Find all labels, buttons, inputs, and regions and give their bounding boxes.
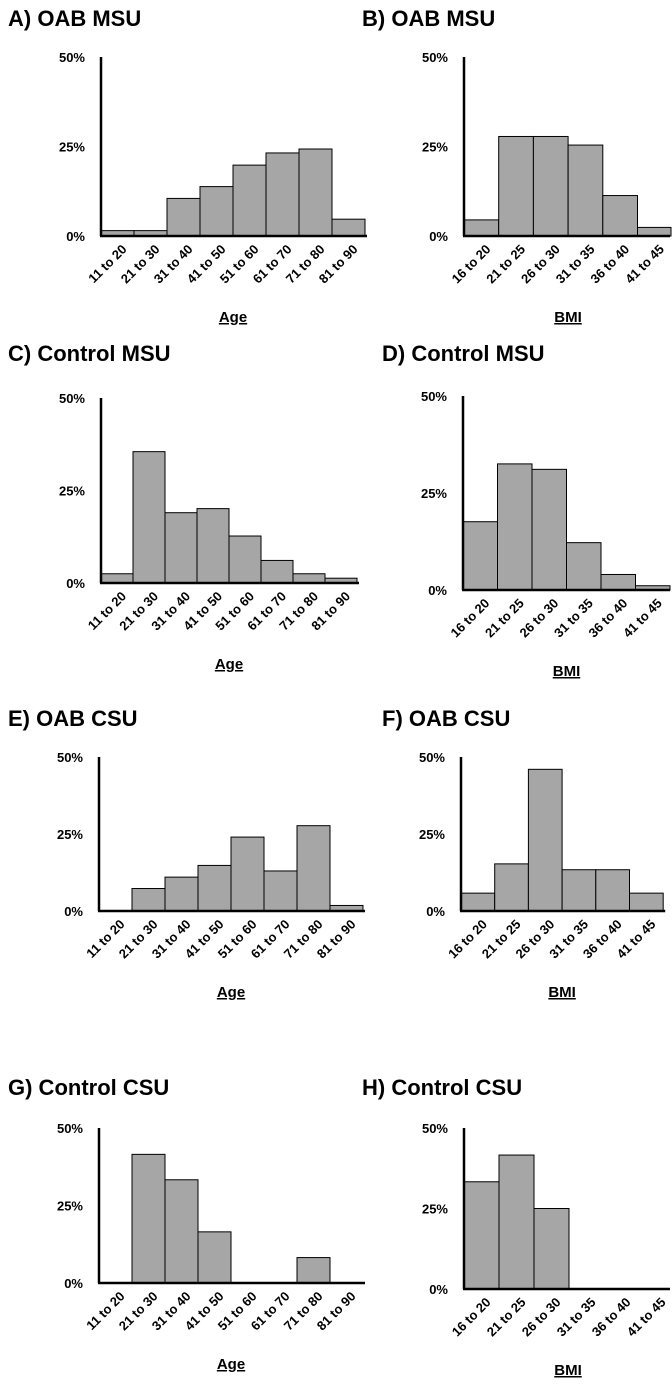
y-tick-4-2: 50% [57,750,83,765]
bar-1-2 [532,135,569,237]
bar-7-1 [498,1154,535,1290]
bar-1-3 [567,144,604,237]
x-axis-label-1: BMI [554,309,582,326]
y-tick-1-0: 0% [429,229,448,244]
y-tick-2-0: 0% [66,576,85,591]
bar-5-0 [460,892,496,912]
bar-0-3 [199,186,234,237]
bar-3-4 [600,573,636,591]
bar-5-3 [561,869,597,912]
y-tick-6-2: 50% [57,1121,83,1136]
bar-2-0 [100,573,134,584]
x-axis-label-7: BMI [554,1362,582,1379]
bar-4-3 [197,864,232,912]
bar-6-3 [197,1231,232,1284]
bar-1-1 [498,135,534,237]
y-tick-5-1: 25% [419,827,445,842]
panel-title-5: F) OAB CSU [382,706,510,731]
bar-5-4 [595,869,630,912]
bar-0-7 [331,218,366,237]
y-tick-7-1: 25% [422,1202,448,1217]
y-tick-1-1: 25% [422,140,448,155]
bar-3-0 [462,521,498,591]
bar-5-5 [629,892,664,912]
bar-2-6 [292,573,326,584]
x-axis-label-0: Age [219,309,247,326]
bar-4-4 [230,836,265,912]
y-tick-4-0: 0% [64,904,83,919]
bar-7-0 [463,1181,500,1290]
x-axis-label-2: Age [215,656,243,673]
bar-1-5 [637,226,672,237]
x-axis-label-6: Age [217,1356,245,1373]
panel-title-4: E) OAB CSU [8,706,138,731]
bar-6-1 [131,1153,166,1284]
y-tick-5-0: 0% [426,904,445,919]
y-tick-3-1: 25% [421,486,447,501]
bar-5-1 [494,863,529,912]
y-tick-0-1: 25% [59,140,85,155]
x-axis-label-3: BMI [553,663,581,680]
panel-title-2: C) Control MSU [8,341,171,366]
bar-2-4 [228,535,262,584]
y-tick-3-0: 0% [428,583,447,598]
y-tick-7-2: 50% [422,1121,448,1136]
bar-1-4 [602,195,638,237]
y-tick-0-2: 50% [59,50,85,65]
y-tick-4-1: 25% [57,827,83,842]
y-tick-3-2: 50% [421,389,447,404]
x-tick-3-5: 41 to 45 [620,596,665,641]
y-tick-6-1: 25% [57,1199,83,1214]
y-tick-2-2: 50% [59,391,85,406]
bar-2-3 [196,508,230,584]
bar-4-5 [263,870,298,912]
bar-3-1 [497,463,533,591]
bar-2-2 [164,512,198,584]
bar-4-2 [164,876,199,912]
bar-0-6 [298,148,333,237]
y-tick-5-2: 50% [419,750,445,765]
bar-0-4 [232,164,267,237]
panel-title-7: H) Control CSU [362,1075,522,1100]
bar-6-2 [164,1179,199,1284]
bar-2-5 [260,559,294,584]
y-tick-2-1: 25% [59,484,85,499]
x-axis-label-4: Age [217,984,245,1001]
bar-4-6 [296,825,331,912]
x-tick-1-5: 41 to 45 [622,242,667,287]
bar-3-3 [566,542,602,591]
y-tick-6-0: 0% [64,1276,83,1291]
bar-7-2 [533,1208,570,1290]
x-tick-7-5: 41 to 45 [624,1295,669,1340]
bar-6-6 [296,1257,331,1284]
bar-0-2 [166,197,201,237]
y-tick-0-0: 0% [66,229,85,244]
bar-2-1 [132,451,166,584]
y-tick-1-2: 50% [422,50,448,65]
y-tick-7-0: 0% [429,1282,448,1297]
bar-0-5 [265,152,300,237]
panel-title-3: D) Control MSU [382,341,545,366]
x-axis-label-5: BMI [548,984,576,1001]
panel-title-6: G) Control CSU [8,1075,169,1100]
panel-title-0: A) OAB MSU [8,6,141,31]
bar-4-1 [131,888,166,912]
bar-1-0 [463,219,500,237]
bar-5-2 [527,768,563,912]
panel-title-1: B) OAB MSU [362,6,495,31]
bar-3-2 [531,468,567,591]
